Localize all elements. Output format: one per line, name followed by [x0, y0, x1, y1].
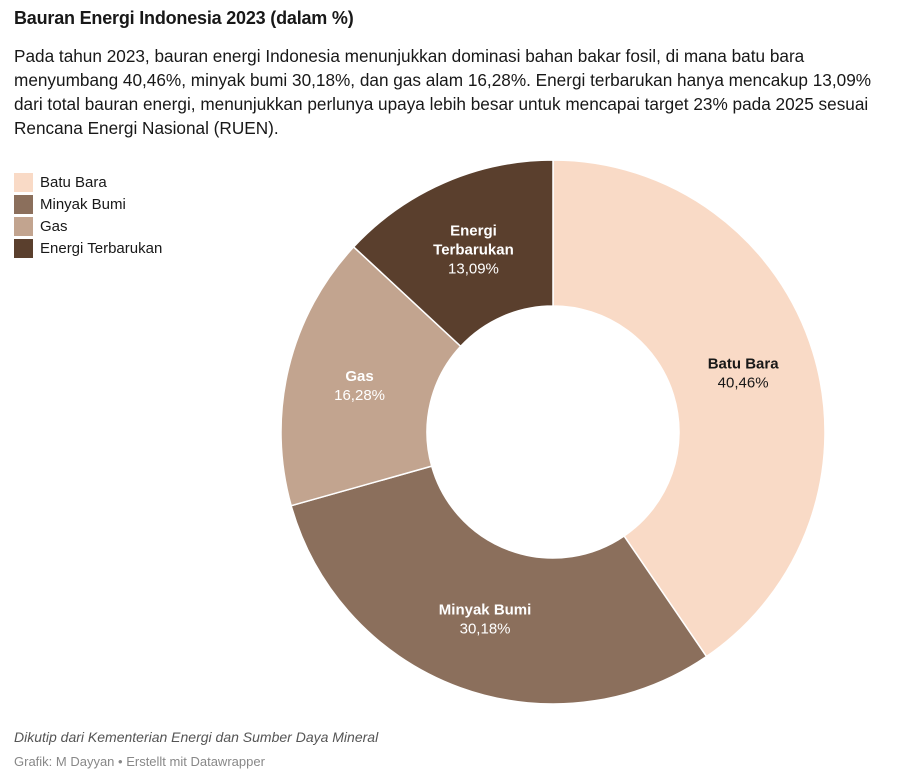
legend-label: Batu Bara	[40, 173, 107, 191]
chart-description: Pada tahun 2023, bauran energi Indonesia…	[14, 46, 872, 138]
chart-title: Bauran Energi Indonesia 2023 (dalam %)	[14, 8, 354, 28]
legend-swatch	[14, 216, 33, 236]
slice-label-name: Energi	[450, 223, 497, 240]
legend-item: Gas	[14, 215, 254, 237]
legend-swatch	[14, 194, 33, 214]
legend-item: Energi Terbarukan	[14, 237, 254, 259]
legend-label: Minyak Bumi	[40, 195, 126, 213]
slice-label-value: 30,18%	[460, 621, 511, 638]
donut-slices	[280, 159, 826, 705]
slice-label: Minyak Bumi 30,18%	[439, 602, 532, 638]
slice-label-name: Gas	[345, 368, 373, 385]
legend-swatch	[14, 238, 33, 258]
slice-label: Energi Terbarukan 13,09%	[433, 223, 514, 278]
legend: Batu Bara Minyak Bumi Gas Energi Terbarukan	[14, 171, 254, 259]
legend-item: Minyak Bumi	[14, 193, 254, 215]
donut-slice-gas	[280, 245, 462, 507]
donut-chart: Batu Bara 40,46% Minyak Bumi 30,18% Gas 16,28…	[280, 159, 826, 705]
slice-label-name: Batu Bara	[708, 356, 780, 373]
slice-label-value: 13,09%	[448, 261, 499, 278]
slice-label-name: Minyak Bumi	[439, 602, 532, 619]
slice-label: Gas 16,28%	[334, 368, 385, 404]
legend-swatch	[14, 172, 33, 192]
donut-slice-minyak-bumi	[290, 465, 708, 705]
donut-labels: Batu Bara 40,46% Minyak Bumi 30,18% Gas 16,28…	[334, 223, 779, 638]
legend-item: Batu Bara	[14, 171, 254, 193]
slice-label-name: Terbarukan	[433, 242, 514, 259]
legend-label: Gas	[40, 217, 68, 235]
slice-label-value: 16,28%	[334, 387, 385, 404]
slice-label: Batu Bara 40,46%	[708, 356, 780, 392]
legend-label: Energi Terbarukan	[40, 239, 163, 257]
slice-label-value: 40,46%	[718, 375, 769, 392]
donut-slice-energi-terbarukan	[352, 159, 554, 348]
credit-line: Grafik: M Dayyan • Erstellt mit Datawrap…	[14, 754, 265, 769]
donut-slice-batu-bara	[552, 159, 826, 658]
source-caption: Dikutip dari Kementerian Energi dan Sumb…	[14, 729, 379, 745]
